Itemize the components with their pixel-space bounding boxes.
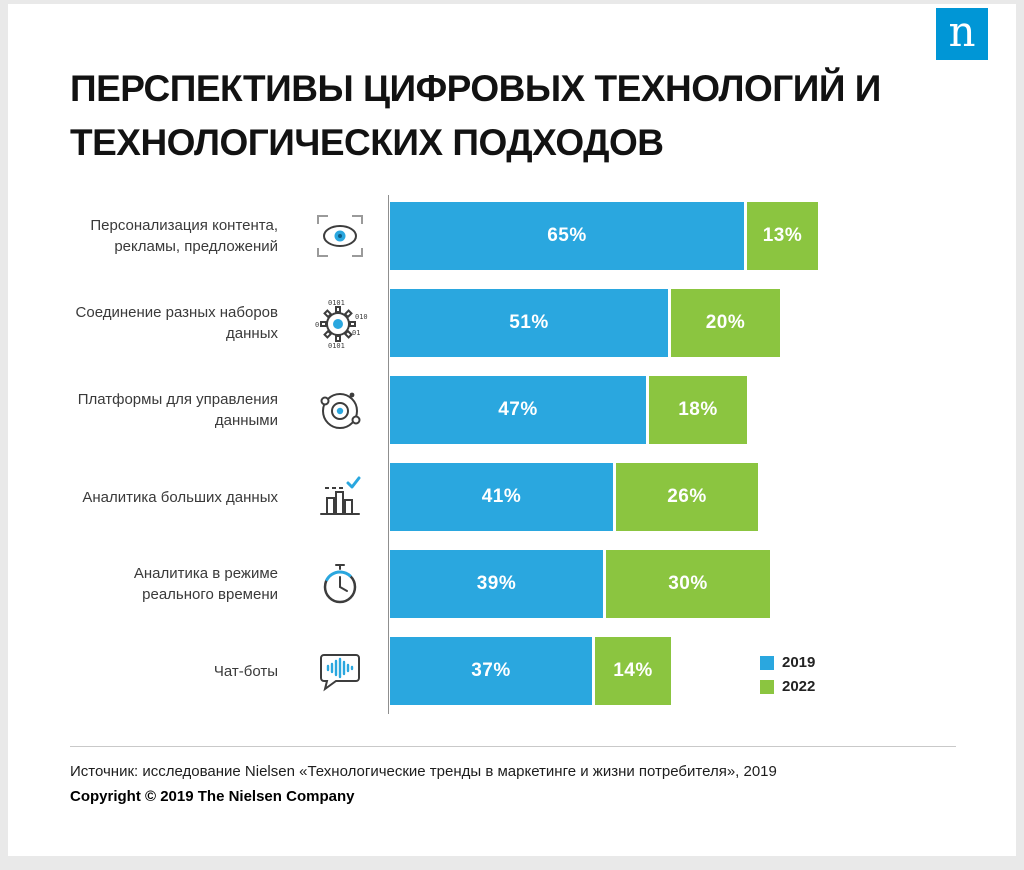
bar-value-label: 18% <box>678 399 718 421</box>
chart-row: Аналитика больших данных 41% 26% <box>70 463 1016 532</box>
bar-2019: 47% <box>390 376 646 445</box>
eye-viewfinder-icon <box>292 208 388 264</box>
page-title-line1: ПЕРСПЕКТИВЫ ЦИФРОВЫХ ТЕХНОЛОГИЙ И <box>70 68 881 109</box>
category-label: Аналитика больших данных <box>82 488 278 506</box>
legend-item-2022: 2022 <box>760 678 815 695</box>
svg-text:0101: 0101 <box>328 299 345 307</box>
bar-group: 51% 20% <box>390 289 780 358</box>
source-text: Источник: исследование Nielsen «Технолог… <box>70 763 777 781</box>
category-label: Соединение разных наборов данных <box>75 304 278 343</box>
page-title: ПЕРСПЕКТИВЫ ЦИФРОВЫХ ТЕХНОЛОГИЙ И ТЕХНОЛ… <box>70 62 946 169</box>
bar-value-label: 47% <box>498 399 538 421</box>
axis-line <box>388 195 389 715</box>
bar-group: 41% 26% <box>390 463 758 532</box>
clock-icon <box>292 556 388 612</box>
legend: 2019 2022 <box>760 654 815 695</box>
bar-2019: 41% <box>390 463 613 532</box>
bar-value-label: 65% <box>547 225 587 247</box>
bar-2022: 20% <box>671 289 780 358</box>
legend-label: 2019 <box>782 654 816 672</box>
nielsen-logo-letter: n <box>948 7 976 56</box>
chart: Персонализация контента, рекламы, предло… <box>70 195 1016 715</box>
bar-group: 47% 18% <box>390 376 747 445</box>
bar-2022: 18% <box>649 376 747 445</box>
bar-2019: 65% <box>390 202 744 271</box>
gear-data-icon: 0101 010 01 01 0101 <box>292 295 388 351</box>
page-title-line2: ТЕХНОЛОГИЧЕСКИХ ПОДХОДОВ <box>70 121 664 163</box>
chart-row: Аналитика в режиме реального времени 39%… <box>70 550 1016 619</box>
copyright-text: Copyright © 2019 The Nielsen Company <box>70 788 355 806</box>
legend-item-2019: 2019 <box>760 654 815 671</box>
orbit-data-icon <box>292 382 388 438</box>
chart-row: Платформы для управления данными 47% 18% <box>70 376 1016 445</box>
category-label: Платформы для управления данными <box>77 391 278 430</box>
footer-divider <box>70 746 956 748</box>
category-label: Аналитика в режиме реального времени <box>133 565 278 604</box>
nielsen-logo: n <box>936 8 988 60</box>
bar-2022: 26% <box>616 463 758 532</box>
svg-text:01: 01 <box>352 329 360 337</box>
chart-row: Персонализация контента, рекламы, предло… <box>70 202 1016 271</box>
bar-value-label: 13% <box>762 225 803 247</box>
bar-value-label: 20% <box>705 312 746 334</box>
legend-label: 2022 <box>782 678 816 696</box>
page-card: n ПЕРСПЕКТИВЫ ЦИФРОВЫХ ТЕХНОЛОГИЙ И ТЕХН… <box>8 4 1016 856</box>
bar-value-label: 37% <box>471 660 511 682</box>
bar-group: 39% 30% <box>390 550 770 619</box>
analytics-check-icon <box>292 469 388 525</box>
bar-group: 37% 14% <box>390 637 671 706</box>
bar-value-label: 26% <box>667 486 707 508</box>
bar-2022: 14% <box>595 637 671 706</box>
bar-value-label: 30% <box>668 573 708 595</box>
bar-value-label: 39% <box>476 573 517 595</box>
bar-value-label: 51% <box>509 312 549 334</box>
chat-bot-icon <box>292 643 388 699</box>
bar-value-label: 41% <box>481 486 522 508</box>
svg-text:01: 01 <box>315 321 323 329</box>
bar-2022: 13% <box>747 202 818 271</box>
bar-2019: 37% <box>390 637 592 706</box>
category-label: Персонализация контента, рекламы, предло… <box>90 217 278 256</box>
chart-rows: Персонализация контента, рекламы, предло… <box>70 202 1016 706</box>
bar-group: 65% 13% <box>390 202 818 271</box>
bar-value-label: 14% <box>613 660 653 682</box>
bar-2019: 51% <box>390 289 668 358</box>
chart-row: Соединение разных наборов данных 0101 01… <box>70 289 1016 358</box>
legend-swatch <box>760 679 774 694</box>
bar-2022: 30% <box>606 550 770 619</box>
svg-text:010: 010 <box>355 313 368 321</box>
chart-row: Чат-боты 37% 14% <box>70 637 1016 706</box>
legend-swatch <box>760 655 774 670</box>
svg-text:0101: 0101 <box>328 342 345 350</box>
category-label: Чат-боты <box>213 662 278 680</box>
bar-2019: 39% <box>390 550 603 619</box>
